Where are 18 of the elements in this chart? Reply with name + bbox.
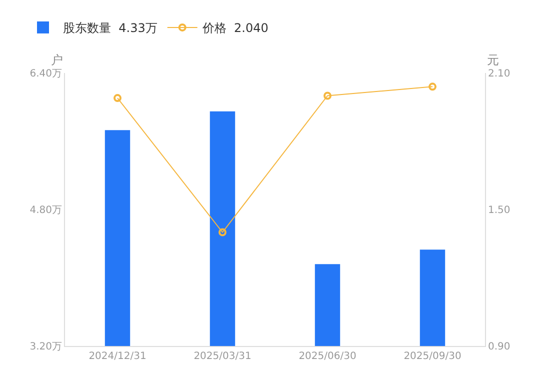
x-tick-label: 2025/09/30 xyxy=(404,351,462,362)
y2-axis-title: 元 xyxy=(487,53,499,67)
y2-tick-label: 2.10 xyxy=(488,68,510,80)
y-tick-label: 4.80万 xyxy=(30,205,62,216)
y-axis-title: 户 xyxy=(51,53,63,67)
y2-tick-label: 1.50 xyxy=(488,205,510,216)
x-tick-label: 2025/03/31 xyxy=(194,351,252,362)
y2-tick-label: 0.90 xyxy=(488,342,510,352)
point xyxy=(428,82,436,91)
x-tick-label: 2025/06/30 xyxy=(298,351,356,362)
legend-label: 股东数量 4.33万 xyxy=(63,21,158,36)
y-tick-label: 6.40万 xyxy=(30,68,62,80)
legend-label: 价格 2.040 xyxy=(201,21,268,36)
point xyxy=(218,228,226,236)
x-tick-label: 2024/12/31 xyxy=(88,351,146,362)
y-tick-label: 3.20万 xyxy=(30,342,62,352)
point xyxy=(324,92,332,100)
point xyxy=(114,94,122,102)
